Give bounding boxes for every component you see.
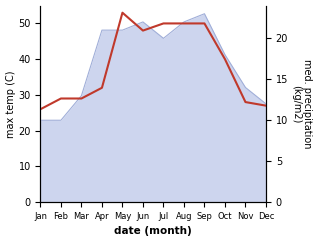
X-axis label: date (month): date (month) xyxy=(114,227,192,236)
Y-axis label: med. precipitation
(kg/m2): med. precipitation (kg/m2) xyxy=(291,59,313,149)
Y-axis label: max temp (C): max temp (C) xyxy=(5,70,16,138)
